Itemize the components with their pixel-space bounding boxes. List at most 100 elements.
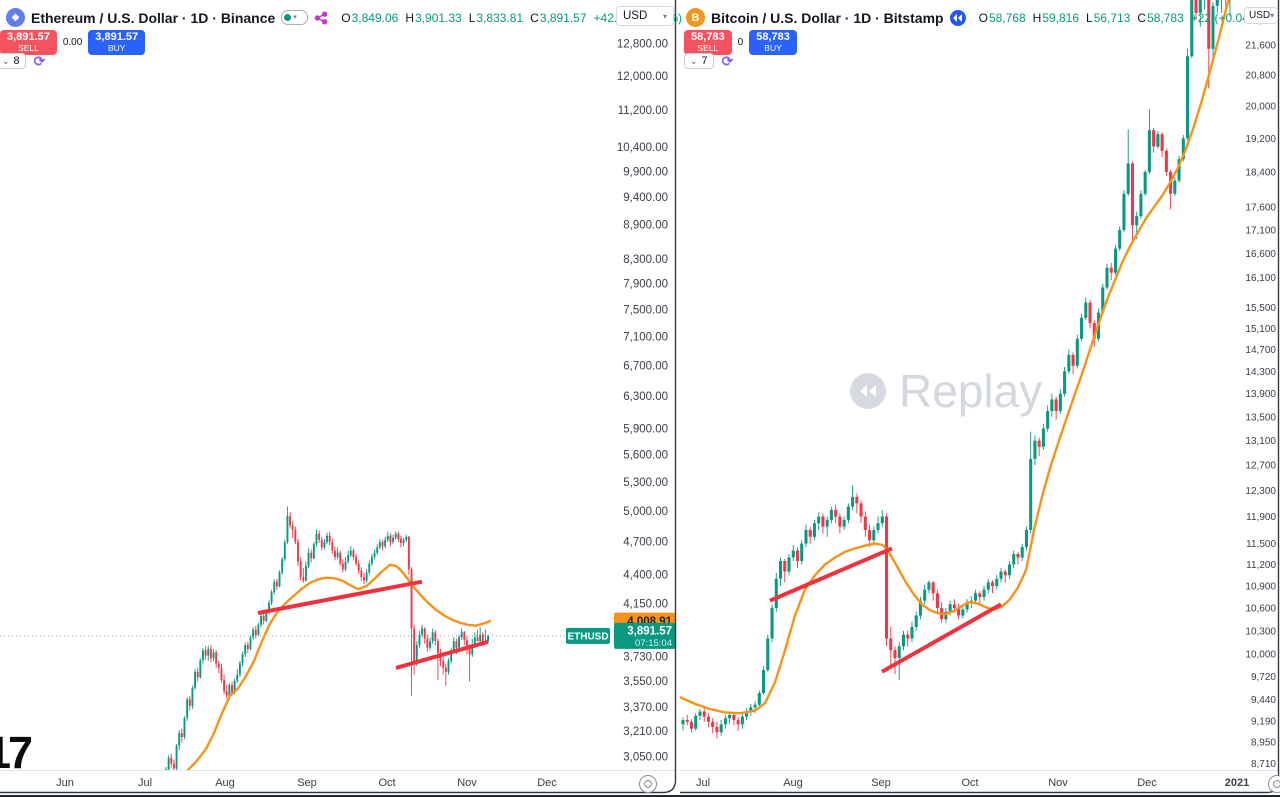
- price-axis-tick: 20,800: [1245, 71, 1276, 82]
- chart-header: B Bitcoin / U.S. Dollar · 1D · Bitstamp …: [686, 8, 1264, 27]
- scroll-to-realtime-button[interactable]: [1268, 775, 1280, 793]
- time-axis-label: 2021: [1225, 777, 1249, 789]
- price-axis-tick: 18,400: [1245, 167, 1276, 178]
- price-chart-canvas[interactable]: 12,800.00 12,000.00 11,200.00 10,400.00 9,90…: [0, 0, 678, 797]
- share-icon[interactable]: [314, 11, 328, 25]
- price-axis-tick: 13,500: [1245, 412, 1276, 423]
- spread-value: 0: [737, 37, 744, 48]
- objects-collapse-button[interactable]: ⌄ 8: [0, 53, 26, 69]
- time-axis-label: Sep: [297, 777, 317, 789]
- price-axis-tick: 6,700.00: [623, 360, 668, 372]
- price-axis-tick: 10,600: [1245, 604, 1276, 615]
- replay-mode-icon[interactable]: [949, 9, 966, 26]
- time-axis-label: Oct: [378, 777, 395, 789]
- window-bottom-edge: [0, 795, 1280, 797]
- scroll-to-realtime-button[interactable]: [639, 775, 657, 793]
- currency-select[interactable]: USD ▾: [1244, 7, 1278, 24]
- buy-button[interactable]: 3,891.57 BUY: [88, 30, 146, 55]
- sync-refresh-icon[interactable]: ⟳: [721, 53, 734, 69]
- svg-text:3,891.57: 3,891.57: [627, 625, 672, 637]
- low-value: 56,713: [1093, 10, 1131, 25]
- ethereum-icon: ◆: [6, 8, 25, 27]
- trade-buttons: 58,783 SELL 0 58,783 BUY: [684, 30, 797, 55]
- spread-value: 0.00: [62, 37, 83, 48]
- price-axis-tick: 4,700.00: [623, 537, 668, 549]
- price-axis-tick: 4,400.00: [623, 569, 668, 581]
- bar-countdown: 07:15:04: [635, 638, 672, 649]
- price-axis-tick: 19,200: [1245, 134, 1276, 145]
- price-axis-tick: 9,720: [1251, 672, 1276, 683]
- price-axis-tick: 9,190: [1251, 716, 1276, 727]
- watermark-label: Replay: [899, 365, 1043, 417]
- time-axis-label: Jul: [696, 777, 710, 789]
- price-axis-tick: 8,950: [1251, 737, 1276, 748]
- object-tree-row: ⌄ 8 ⟳: [0, 53, 45, 69]
- objects-count: 7: [701, 55, 708, 67]
- price-axis-tick: 3,370.00: [623, 702, 668, 714]
- symbol-title[interactable]: Ethereum / U.S. Dollar · 1D · Binance: [31, 9, 276, 26]
- price-axis-tick: 9,900.00: [623, 166, 668, 178]
- chevron-down-icon: ▾: [1270, 11, 1275, 20]
- sync-refresh-icon[interactable]: ⟳: [33, 53, 46, 69]
- bitcoin-icon: B: [686, 8, 705, 27]
- open-value: 3,849.06: [351, 10, 399, 25]
- svg-text:ETHUSD: ETHUSD: [567, 631, 608, 642]
- price-axis-tick: 21,600: [1245, 41, 1276, 52]
- price-axis-tick: 3,210.00: [623, 726, 668, 738]
- high-value: 3,901.33: [415, 10, 462, 25]
- price-axis-tick: 5,300.00: [623, 477, 668, 489]
- symbol-title[interactable]: Bitcoin / U.S. Dollar · 1D · Bitstamp: [711, 9, 944, 26]
- price-axis-tick: 16,600: [1245, 249, 1276, 260]
- price-axis-tick: 3,550.00: [623, 676, 668, 688]
- time-axis-label: Dec: [537, 777, 557, 789]
- price-axis-tick: 9,440: [1251, 695, 1276, 706]
- price-axis-tick: 7,500.00: [623, 304, 668, 316]
- market-status-indicator[interactable]: ▾: [281, 10, 309, 25]
- replay-rewind-icon: [850, 373, 886, 409]
- market-open-dot-icon: [284, 14, 292, 21]
- price-axis-tick: 5,900.00: [623, 424, 668, 436]
- price-axis-tick: 14,300: [1245, 367, 1276, 378]
- price-axis-tick: 5,000.00: [623, 506, 668, 518]
- price-axis-tick: 3,050.00: [623, 751, 668, 763]
- price-axis-tick: 12,700: [1245, 461, 1276, 472]
- object-tree-row: ⌄ 7 ⟳: [684, 53, 733, 69]
- price-axis-tick: 14,700: [1245, 345, 1276, 356]
- time-axis-label: Sep: [871, 777, 891, 789]
- chart-panel-bitcoin: Replay 21,600 20,800 20,000 19,200 18,400 17,…: [680, 0, 1280, 797]
- price-axis-tick: 9,400.00: [623, 192, 668, 204]
- symbol-price-label: [566, 627, 610, 644]
- trade-buttons: 3,891.57 SELL 0.00 3,891.57 BUY: [0, 30, 146, 55]
- price-axis-tick: 8,300.00: [623, 254, 668, 266]
- chevron-down-icon: ⌄: [2, 55, 10, 66]
- price-axis-tick: 11,200.00: [618, 105, 668, 117]
- price-axis-tick: 10,900: [1245, 581, 1276, 592]
- chevron-down-icon: ▾: [662, 11, 667, 21]
- objects-count: 8: [13, 55, 20, 67]
- panel-border: [0, 0, 677, 794]
- time-axis-label: Aug: [783, 777, 803, 789]
- price-axis-tick: 10,400.00: [617, 142, 668, 154]
- price-axis-tick: 11,900: [1246, 512, 1276, 523]
- price-axis-tick: 10,300: [1245, 626, 1276, 637]
- price-axis-tick: 11,500: [1246, 539, 1276, 550]
- tradingview-logo: 17: [0, 727, 33, 778]
- price-axis-tick: 16,100: [1245, 273, 1276, 284]
- price-axis-tick: 17,100: [1245, 225, 1276, 236]
- objects-collapse-button[interactable]: ⌄ 7: [684, 53, 714, 69]
- currency-select[interactable]: USD ▾: [616, 6, 674, 26]
- price-axis-tick: 17,600: [1245, 203, 1276, 214]
- price-axis-tick: 11,200: [1246, 560, 1276, 571]
- time-axis-label: Aug: [215, 777, 235, 789]
- price-axis-tick: 12,800.00: [617, 39, 668, 51]
- buy-button[interactable]: 58,783 BUY: [749, 30, 797, 55]
- high-value: 59,816: [1042, 10, 1080, 25]
- price-axis-tick: 8,900.00: [623, 219, 668, 231]
- close-value: 58,783: [1147, 10, 1184, 25]
- sell-button[interactable]: 58,783 SELL: [684, 30, 732, 55]
- sell-button[interactable]: 3,891.57 SELL: [0, 30, 57, 55]
- price-chart-canvas[interactable]: 21,600 20,800 20,000 19,200 18,400 17,600 17,1…: [680, 0, 1280, 797]
- time-axis-label: Nov: [457, 777, 477, 789]
- time-axis-label: Jul: [138, 777, 152, 789]
- time-axis-label: Jun: [56, 777, 74, 789]
